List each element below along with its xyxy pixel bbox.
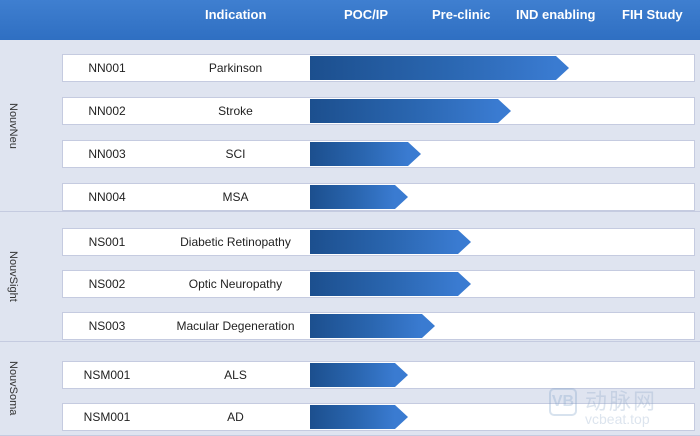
progress-bar [310,230,471,254]
pipeline-row: NS002 Optic Neuropathy [62,270,695,298]
program-code: NS003 [88,319,126,333]
group-nouvsoma: NouvSoma NSM001 ALS NSM001 AD [0,342,700,436]
program-indication: MSA [222,190,249,204]
program-indication: SCI [225,147,246,161]
program-code: NSM001 [83,368,131,382]
watermark: VB 动脉网 vcbeat.top [545,382,695,432]
group-label: NouvSoma [7,361,19,416]
header-preclinic: Pre-clinic [432,7,491,22]
progress-bar [310,405,408,429]
program-indication: Optic Neuropathy [188,277,283,291]
progress-bar [310,56,569,80]
pipeline-row: NS001 Diabetic Retinopathy [62,228,695,256]
program-code: NS001 [88,235,126,249]
program-indication: Parkinson [208,61,263,75]
watermark-domain: vcbeat.top [585,411,650,427]
pipeline-row: NN002 Stroke [62,97,695,125]
pipeline-header: Indication POC/IP Pre-clinic IND enablin… [0,0,700,40]
progress-bar [310,142,421,166]
progress-bar [310,185,408,209]
pipeline-row: NS003 Macular Degeneration [62,312,695,340]
program-indication: AD [227,410,244,424]
group-nouvneu: NouvNeu NN001 Parkinson NN002 Stroke NN0… [0,40,700,212]
program-code: NN004 [88,190,126,204]
group-label: NouvSight [7,251,19,302]
watermark-chinese: 动脉网 [585,389,658,414]
pipeline-row: NSM001 AD [62,403,695,431]
watermark-logo-icon: VB [549,388,577,416]
pipeline-row: NN003 SCI [62,140,695,168]
program-code: NN001 [88,61,126,75]
progress-bar [310,363,408,387]
group-nouvsight: NouvSight NS001 Diabetic Retinopathy NS0… [0,212,700,342]
program-indication: Stroke [218,104,253,118]
header-ind-enabling: IND enabling [516,7,596,22]
program-code: NN002 [88,104,126,118]
pipeline-row: NN001 Parkinson [62,54,695,82]
program-indication: ALS [224,368,247,382]
program-indication: Macular Degeneration [176,319,295,333]
progress-bar [310,99,511,123]
pipeline-row: NSM001 ALS [62,361,695,389]
header-poc: POC/IP [344,7,389,22]
program-code: NN003 [88,147,126,161]
progress-bar [310,272,471,296]
header-fih: FIH Study [622,7,683,22]
program-indication: Diabetic Retinopathy [180,235,291,249]
pipeline-row: NN004 MSA [62,183,695,211]
program-code: NS002 [88,277,126,291]
header-indication: Indication [205,7,267,22]
program-code: NSM001 [83,410,131,424]
progress-bar [310,314,435,338]
group-label: NouvNeu [7,102,19,149]
